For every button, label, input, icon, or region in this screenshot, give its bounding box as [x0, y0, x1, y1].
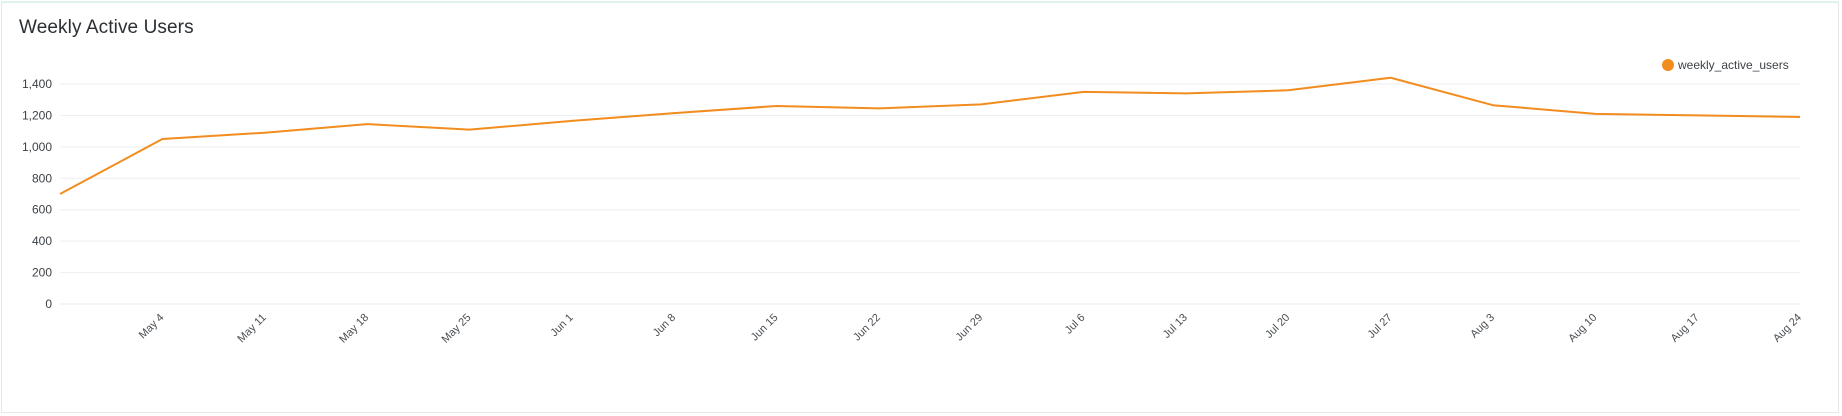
legend-swatch — [1662, 59, 1674, 71]
x-tick-label: May 11 — [235, 312, 268, 345]
data-point[interactable] — [463, 124, 475, 136]
data-point[interactable] — [1692, 109, 1704, 121]
y-tick-label: 1,400 — [22, 77, 52, 91]
x-tick-label: Jul 20 — [1263, 312, 1292, 341]
x-tick-label: Aug 24 — [1771, 312, 1804, 345]
data-point[interactable] — [873, 102, 885, 114]
data-point[interactable] — [1282, 84, 1294, 96]
y-axis-ticks: 0 200 400 600 800 1,000 1,200 1,400 — [22, 77, 52, 311]
y-tick-label: 0 — [45, 297, 52, 311]
x-tick-label: May 18 — [337, 312, 371, 346]
x-axis-ticks: May 4 May 11 May 18 May 25 Jun 1 Jun 8 Jun 15 J… — [137, 312, 1804, 346]
gridlines — [60, 83, 1800, 305]
y-tick-label: 800 — [32, 171, 52, 185]
data-point[interactable] — [770, 100, 782, 112]
data-point[interactable] — [1794, 111, 1806, 123]
data-point[interactable] — [361, 118, 373, 130]
data-point[interactable] — [975, 98, 987, 110]
x-tick-label: Aug 3 — [1468, 312, 1497, 341]
legend-label: weekly_active_users — [1678, 58, 1789, 72]
data-point[interactable] — [1180, 87, 1192, 99]
x-tick-label: Jul 13 — [1161, 312, 1190, 341]
x-tick-label: May 25 — [440, 312, 474, 346]
data-point[interactable] — [1487, 99, 1499, 111]
y-tick-label: 1,200 — [22, 108, 52, 122]
y-tick-label: 400 — [32, 234, 52, 248]
series-line-weekly_active_users[interactable] — [59, 76, 1801, 195]
x-tick-label: Jun 8 — [651, 312, 679, 340]
y-tick-label: 200 — [32, 266, 52, 280]
x-tick-label: Aug 10 — [1566, 312, 1599, 345]
data-point[interactable] — [566, 115, 578, 127]
x-tick-label: Jul 6 — [1063, 312, 1088, 337]
data-point[interactable] — [259, 127, 271, 139]
y-tick-label: 600 — [32, 203, 52, 217]
x-tick-label: May 4 — [137, 312, 167, 342]
legend[interactable]: weekly_active_users — [1662, 58, 1789, 72]
x-tick-label: Jun 29 — [953, 312, 985, 344]
x-tick-label: Jun 15 — [749, 312, 781, 344]
x-tick-label: Jun 1 — [548, 312, 576, 340]
data-point[interactable] — [54, 188, 66, 200]
data-point[interactable] — [1589, 108, 1601, 120]
data-point[interactable] — [668, 107, 680, 119]
data-point[interactable] — [156, 133, 168, 145]
data-point[interactable] — [1385, 72, 1397, 84]
chart-title: Weekly Active Users — [19, 17, 194, 38]
data-point[interactable] — [1078, 86, 1090, 98]
series-layer — [54, 72, 1806, 200]
x-tick-label: Jul 27 — [1365, 312, 1394, 341]
y-tick-label: 1,000 — [22, 140, 52, 154]
x-tick-label: Aug 17 — [1669, 312, 1702, 345]
x-tick-label: Jun 22 — [851, 312, 883, 344]
